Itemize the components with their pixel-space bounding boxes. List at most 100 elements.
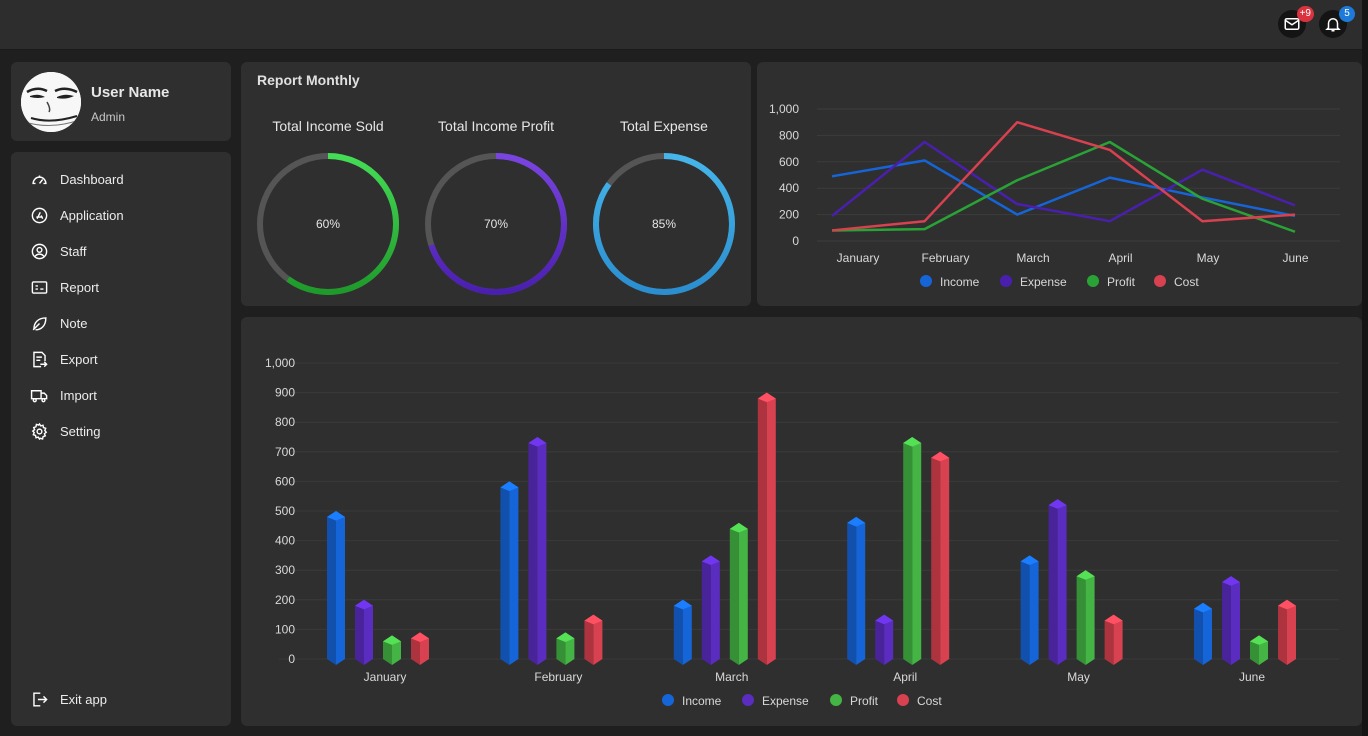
legend-swatch bbox=[742, 694, 754, 706]
bar-cost-may[interactable] bbox=[1104, 614, 1123, 665]
bar-face-right bbox=[912, 437, 922, 665]
bar-face-top bbox=[903, 437, 922, 447]
x-tick-label: February bbox=[921, 251, 969, 265]
report-card-icon bbox=[31, 280, 48, 294]
bar-face-right bbox=[1231, 576, 1240, 665]
y-tick-label: 0 bbox=[792, 234, 799, 248]
sidebar-item-label: Export bbox=[60, 351, 98, 367]
bar-profit-february[interactable] bbox=[556, 632, 575, 665]
bar-face-left bbox=[1048, 499, 1058, 665]
bar-expense-march[interactable] bbox=[701, 555, 720, 665]
legend-label[interactable]: Profit bbox=[1107, 275, 1136, 289]
line-series-cost[interactable] bbox=[831, 120, 1296, 232]
sidebar-item-application[interactable]: Application bbox=[11, 197, 231, 233]
bar-cost-april[interactable] bbox=[931, 451, 950, 665]
y-tick-label: 1,000 bbox=[769, 102, 799, 116]
bar-cost-january[interactable] bbox=[411, 632, 429, 665]
line-series-expense[interactable] bbox=[831, 140, 1296, 223]
line-series-profit[interactable] bbox=[831, 140, 1296, 233]
bar-expense-june[interactable] bbox=[1222, 576, 1240, 665]
bar-face-right bbox=[766, 392, 776, 665]
x-tick-label: May bbox=[1067, 670, 1090, 684]
exit-app-button[interactable]: Exit app bbox=[11, 681, 231, 717]
x-tick-label: January bbox=[364, 670, 407, 684]
face-icon bbox=[21, 72, 81, 132]
bar-face-right bbox=[1203, 602, 1212, 665]
sidebar-item-export[interactable]: Export bbox=[11, 341, 231, 377]
bar-cost-february[interactable] bbox=[584, 614, 603, 665]
bar-face-right bbox=[1029, 555, 1039, 665]
donut-value-label: 70% bbox=[484, 217, 508, 231]
bar-face-top bbox=[673, 599, 692, 610]
donut-chart-total-expense: 85% bbox=[593, 153, 735, 295]
x-tick-label: April bbox=[1108, 251, 1132, 265]
legend-swatch bbox=[1154, 275, 1166, 287]
truck-icon bbox=[30, 389, 48, 402]
y-tick-label: 0 bbox=[288, 652, 295, 666]
legend-label[interactable]: Income bbox=[682, 694, 722, 708]
bar-profit-april[interactable] bbox=[903, 437, 922, 665]
bar-profit-june[interactable] bbox=[1250, 635, 1268, 665]
export-icon bbox=[33, 351, 48, 367]
bar-income-june[interactable] bbox=[1194, 602, 1212, 665]
bar-profit-may[interactable] bbox=[1076, 570, 1095, 665]
bar-chart: 0 100 200 300 400 500 600 700 800 900 1,000 January… bbox=[265, 356, 1339, 708]
sidebar-item-report[interactable]: Report bbox=[11, 269, 231, 305]
gear-icon bbox=[31, 422, 48, 440]
legend-label[interactable]: Income bbox=[940, 275, 980, 289]
line-series-income[interactable] bbox=[831, 159, 1296, 218]
bar-face-left bbox=[1020, 555, 1030, 665]
legend-label[interactable]: Cost bbox=[1174, 275, 1199, 289]
bar-face-top bbox=[875, 614, 894, 625]
sidebar-item-staff[interactable]: Staff bbox=[11, 233, 231, 269]
bar-chart-panel: 0 100 200 300 400 500 600 700 800 900 1,000 January… bbox=[241, 317, 1362, 726]
bar-face-top bbox=[528, 437, 547, 447]
y-tick-label: 600 bbox=[779, 155, 799, 169]
bar-income-february[interactable] bbox=[500, 481, 519, 665]
bar-cost-june[interactable] bbox=[1278, 599, 1296, 665]
legend-label[interactable]: Expense bbox=[1020, 275, 1067, 289]
user-name: User Name bbox=[91, 84, 170, 101]
bar-income-march[interactable] bbox=[673, 599, 692, 665]
bar-face-right bbox=[364, 599, 373, 665]
bar-expense-february[interactable] bbox=[528, 437, 547, 665]
legend-swatch bbox=[662, 694, 674, 706]
bar-face-right bbox=[856, 516, 866, 665]
bell-icon bbox=[1325, 18, 1341, 32]
y-tick-label: 1,000 bbox=[265, 356, 295, 370]
y-tick-label: 800 bbox=[779, 128, 799, 142]
bar-profit-january[interactable] bbox=[383, 635, 401, 665]
sidebar-item-label: Setting bbox=[60, 423, 101, 439]
x-tick-label: June bbox=[1239, 670, 1265, 684]
sidebar-item-dashboard[interactable]: Dashboard bbox=[11, 161, 231, 197]
window-edge bbox=[1362, 0, 1368, 736]
y-tick-label: 400 bbox=[779, 181, 799, 195]
y-tick-label: 400 bbox=[275, 534, 295, 548]
sidebar-item-import[interactable]: Import bbox=[11, 377, 231, 413]
bar-expense-january[interactable] bbox=[355, 599, 373, 665]
bar-income-april[interactable] bbox=[847, 516, 866, 665]
sidebar-item-note[interactable]: Note bbox=[11, 305, 231, 341]
legend-label[interactable]: Profit bbox=[850, 694, 879, 708]
bar-face-top bbox=[1222, 576, 1240, 586]
sidebar-item-setting[interactable]: Setting bbox=[11, 413, 231, 449]
bar-face-top bbox=[383, 635, 401, 645]
bar-face-top bbox=[701, 555, 720, 565]
bar-expense-april[interactable] bbox=[875, 614, 894, 665]
sidebar-item-label: Note bbox=[60, 315, 88, 331]
notification-button[interactable]: 5 bbox=[1319, 6, 1355, 38]
bar-profit-march[interactable] bbox=[729, 522, 748, 665]
donut-value-arc bbox=[428, 153, 567, 295]
legend-label[interactable]: Cost bbox=[917, 694, 942, 708]
legend-label[interactable]: Expense bbox=[762, 694, 809, 708]
bar-cost-march[interactable] bbox=[757, 392, 776, 665]
bar-expense-may[interactable] bbox=[1048, 499, 1067, 665]
mail-button[interactable]: +9 bbox=[1278, 6, 1314, 38]
bar-income-may[interactable] bbox=[1020, 555, 1039, 665]
report-title: Report Monthly bbox=[257, 72, 360, 88]
donut-value-label: 85% bbox=[652, 217, 676, 231]
donut-value-label: 60% bbox=[316, 217, 340, 231]
avatar[interactable] bbox=[21, 72, 81, 132]
exit-app-label: Exit app bbox=[60, 691, 107, 707]
bar-income-january[interactable] bbox=[327, 511, 345, 665]
